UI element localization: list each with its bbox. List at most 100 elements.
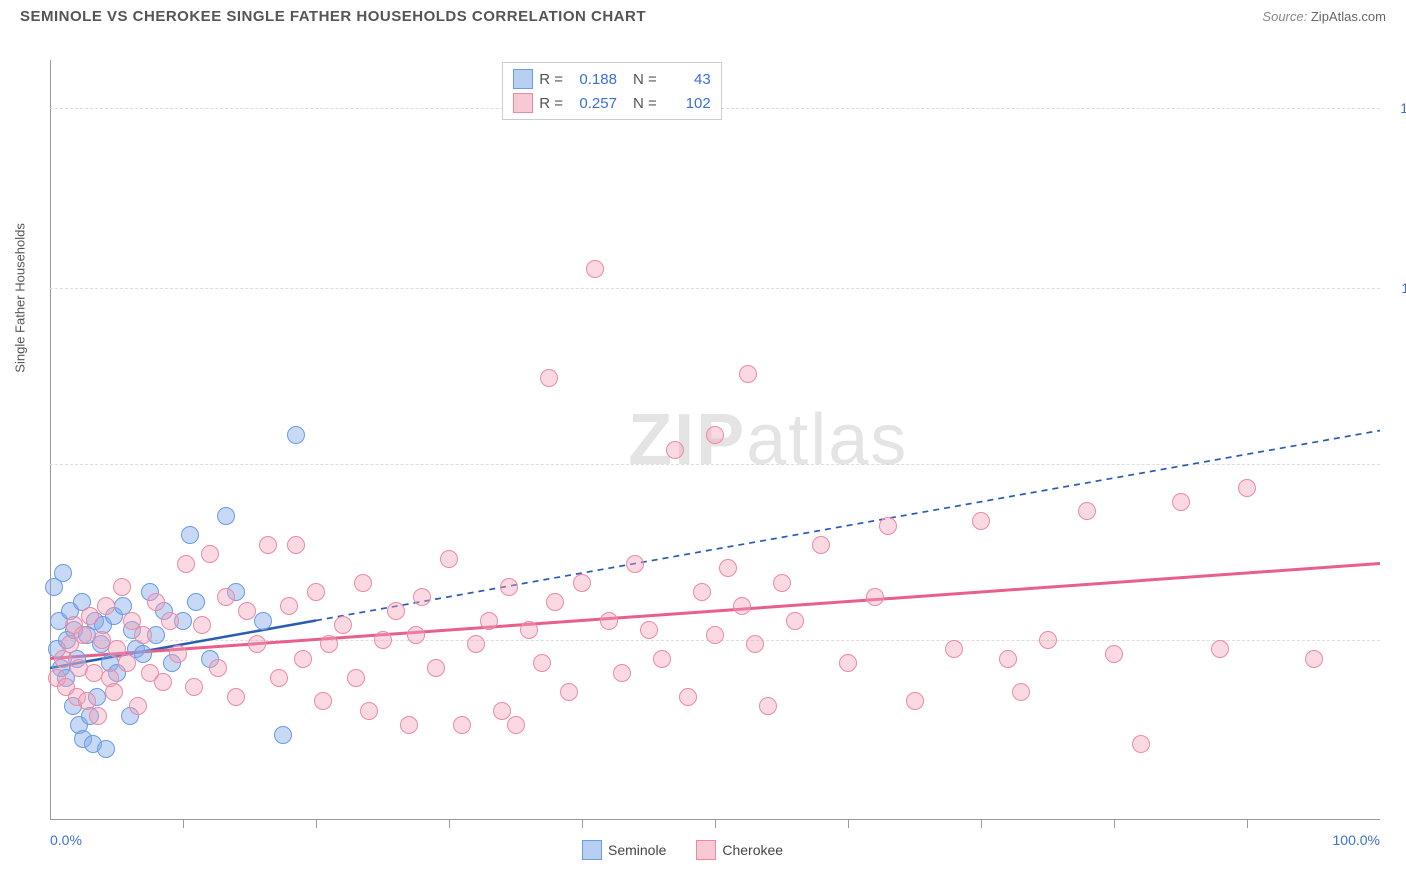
stat-n-label: N = (633, 95, 657, 112)
stat-r-label: R = (539, 71, 563, 88)
data-point (520, 621, 538, 639)
data-point (287, 426, 305, 444)
legend-swatch (696, 840, 716, 860)
data-point (640, 621, 658, 639)
data-point (493, 702, 511, 720)
series-legend: Seminole Cherokee (582, 840, 783, 860)
data-point (786, 612, 804, 630)
data-point (209, 659, 227, 677)
data-point (1211, 640, 1229, 658)
data-point (739, 365, 757, 383)
x-tick (316, 820, 317, 828)
data-point (360, 702, 378, 720)
grid-line (50, 464, 1380, 465)
stats-row: R =0.257N =102 (513, 91, 711, 115)
data-point (972, 512, 990, 530)
data-point (374, 631, 392, 649)
data-point (1012, 683, 1030, 701)
data-point (320, 635, 338, 653)
legend-swatch (582, 840, 602, 860)
data-point (480, 612, 498, 630)
data-point (347, 669, 365, 687)
data-point (248, 635, 266, 653)
data-point (113, 578, 131, 596)
data-point (118, 654, 136, 672)
data-point (147, 593, 165, 611)
y-axis-label: Single Father Households (13, 223, 28, 373)
data-point (154, 673, 172, 691)
data-point (161, 612, 179, 630)
data-point (105, 683, 123, 701)
data-point (746, 635, 764, 653)
x-tick (1114, 820, 1115, 828)
data-point (1105, 645, 1123, 663)
data-point (706, 426, 724, 444)
stats-legend-box: R =0.188N =43R =0.257N =102 (502, 62, 722, 120)
data-point (1039, 631, 1057, 649)
legend-label: Cherokee (722, 842, 783, 858)
data-point (1305, 650, 1323, 668)
data-point (334, 616, 352, 634)
data-point (314, 692, 332, 710)
legend-item: Seminole (582, 840, 666, 860)
data-point (169, 645, 187, 663)
source-label: Source: (1262, 9, 1307, 24)
stat-r-value: 0.188 (569, 71, 617, 88)
data-point (1238, 479, 1256, 497)
x-tick (449, 820, 450, 828)
data-point (185, 678, 203, 696)
data-point (733, 597, 751, 615)
data-point (666, 441, 684, 459)
data-point (573, 574, 591, 592)
data-point (217, 588, 235, 606)
data-point (294, 650, 312, 668)
data-point (866, 588, 884, 606)
x-tick (1247, 820, 1248, 828)
data-point (533, 654, 551, 672)
y-tick-label: 11.2% (1401, 280, 1406, 296)
chart-title: SEMINOLE VS CHEROKEE SINGLE FATHER HOUSE… (20, 8, 646, 25)
data-point (217, 507, 235, 525)
stats-row: R =0.188N =43 (513, 67, 711, 91)
watermark: ZIPatlas (628, 399, 908, 481)
data-point (440, 550, 458, 568)
data-point (193, 616, 211, 634)
stat-n-value: 102 (663, 95, 711, 112)
data-point (74, 626, 92, 644)
data-point (238, 602, 256, 620)
source-value: ZipAtlas.com (1311, 9, 1386, 24)
legend-swatch (513, 69, 533, 89)
correlation-scatter-chart: Single Father Households 3.8%7.5%11.2%15… (50, 60, 1380, 820)
x-tick (848, 820, 849, 828)
data-point (54, 564, 72, 582)
data-point (97, 597, 115, 615)
data-point (97, 740, 115, 758)
x-min-label: 0.0% (50, 832, 82, 848)
data-point (540, 369, 558, 387)
data-point (280, 597, 298, 615)
data-point (274, 726, 292, 744)
data-point (500, 578, 518, 596)
data-point (507, 716, 525, 734)
data-point (1078, 502, 1096, 520)
x-tick (715, 820, 716, 828)
data-point (307, 583, 325, 601)
data-point (613, 664, 631, 682)
data-point (187, 593, 205, 611)
data-point (706, 626, 724, 644)
data-point (999, 650, 1017, 668)
data-point (259, 536, 277, 554)
data-point (546, 593, 564, 611)
data-point (467, 635, 485, 653)
data-point (1132, 735, 1150, 753)
x-tick (183, 820, 184, 828)
chart-header: SEMINOLE VS CHEROKEE SINGLE FATHER HOUSE… (0, 0, 1406, 33)
data-point (227, 688, 245, 706)
data-point (679, 688, 697, 706)
data-point (812, 536, 830, 554)
data-point (773, 574, 791, 592)
data-point (626, 555, 644, 573)
legend-item: Cherokee (696, 840, 783, 860)
legend-swatch (513, 93, 533, 113)
data-point (354, 574, 372, 592)
